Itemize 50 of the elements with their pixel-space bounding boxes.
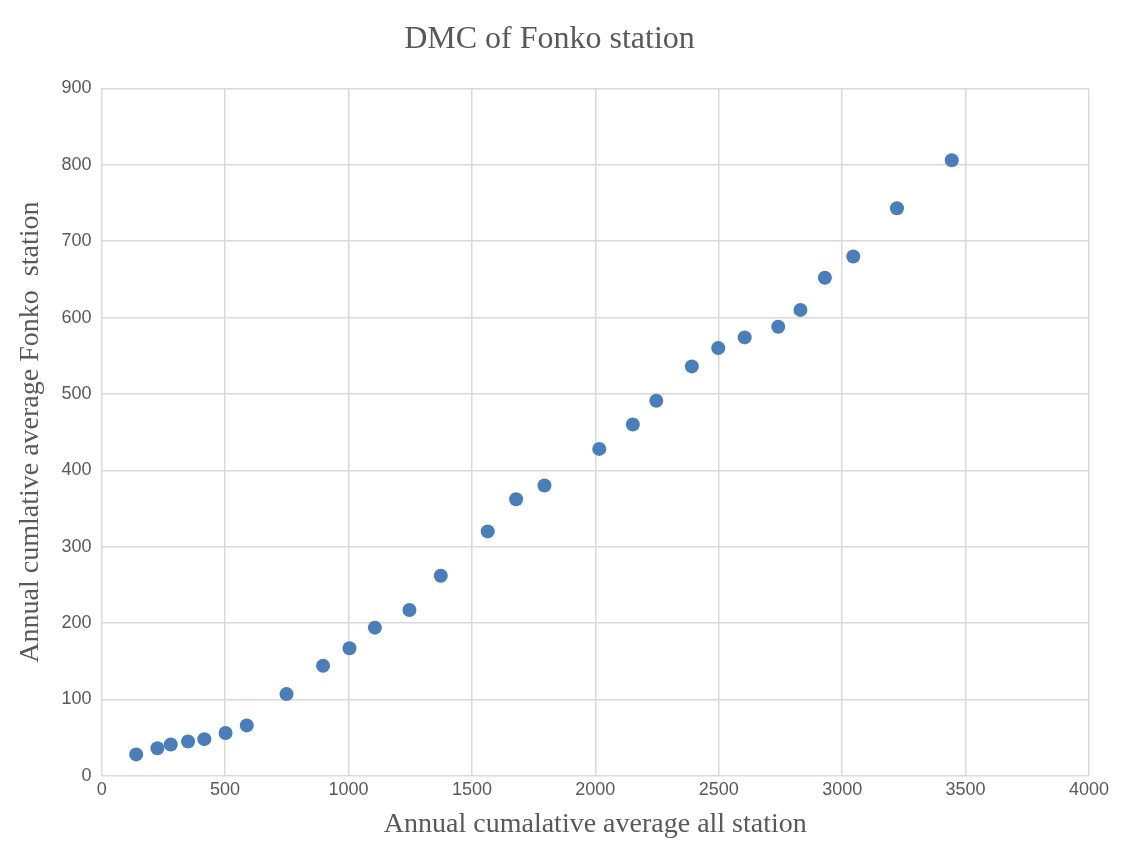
x-tick-label: 3500: [945, 778, 986, 799]
y-tick-label: 100: [61, 688, 92, 709]
point: [846, 249, 861, 264]
y-tick-label: 300: [61, 535, 92, 556]
y-tick-label: 700: [61, 230, 92, 251]
point: [197, 732, 212, 747]
x-tick-label: 500: [210, 778, 241, 799]
point: [509, 492, 524, 507]
y-tick-label: 400: [61, 459, 92, 480]
point: [537, 478, 552, 493]
point: [279, 687, 294, 702]
y-tick-label: 0: [81, 764, 92, 785]
y-tick-label: 600: [61, 306, 92, 327]
y-tick-label: 200: [61, 612, 92, 633]
point: [592, 441, 607, 456]
y-axis-title: Annual cumlative average Fonko station: [13, 201, 45, 663]
x-tick-label: 1500: [451, 778, 492, 799]
point: [433, 568, 448, 583]
point: [771, 319, 786, 334]
y-tick-label: 500: [61, 382, 92, 403]
point: [402, 603, 417, 618]
x-tick-label: 3000: [822, 778, 863, 799]
point: [129, 747, 144, 762]
y-tick-label: 900: [61, 77, 92, 98]
x-axis-title: Annual cumalative average all station: [383, 806, 807, 838]
point: [367, 620, 382, 635]
point: [163, 737, 178, 752]
point: [684, 359, 699, 374]
x-tick-label: 2500: [698, 778, 739, 799]
point: [944, 153, 959, 168]
point: [342, 641, 357, 656]
point: [711, 341, 726, 356]
point: [817, 270, 832, 285]
point: [737, 330, 752, 345]
point: [625, 417, 640, 432]
point: [649, 393, 664, 408]
point: [889, 201, 904, 216]
point: [181, 734, 196, 749]
point: [793, 302, 808, 317]
point: [316, 658, 331, 673]
point: [218, 726, 233, 741]
x-tick-label: 1000: [328, 778, 369, 799]
point: [480, 524, 495, 539]
x-tick-label: 2000: [575, 778, 616, 799]
y-tick-label: 800: [61, 153, 92, 174]
chart-title: DMC of Fonko station: [404, 18, 695, 55]
x-tick-label: 4000: [1068, 778, 1110, 799]
x-tick-label: 0: [96, 778, 107, 799]
point: [150, 741, 165, 756]
point: [239, 718, 254, 733]
